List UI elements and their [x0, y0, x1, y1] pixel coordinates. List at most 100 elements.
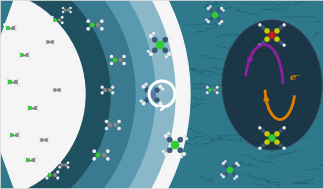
Circle shape	[223, 9, 225, 11]
Circle shape	[56, 171, 59, 173]
Circle shape	[171, 141, 179, 149]
Circle shape	[279, 129, 283, 132]
Circle shape	[178, 137, 183, 142]
Circle shape	[93, 157, 96, 160]
Circle shape	[5, 84, 8, 87]
Circle shape	[108, 123, 112, 127]
Wedge shape	[0, 0, 135, 189]
Circle shape	[62, 11, 64, 13]
Circle shape	[46, 40, 50, 44]
Circle shape	[25, 53, 29, 57]
Circle shape	[220, 174, 223, 176]
Circle shape	[47, 136, 50, 139]
Circle shape	[149, 34, 153, 38]
Circle shape	[87, 27, 90, 30]
Circle shape	[274, 37, 280, 42]
Circle shape	[44, 38, 47, 41]
Circle shape	[119, 58, 122, 62]
Circle shape	[156, 41, 164, 49]
Circle shape	[283, 147, 285, 150]
Circle shape	[216, 91, 218, 94]
Circle shape	[259, 126, 261, 129]
Circle shape	[224, 164, 228, 168]
Circle shape	[106, 150, 110, 153]
Circle shape	[268, 31, 276, 39]
Circle shape	[159, 85, 162, 88]
Circle shape	[3, 23, 6, 26]
Circle shape	[232, 164, 236, 168]
Circle shape	[52, 87, 54, 89]
Circle shape	[60, 91, 63, 94]
Circle shape	[152, 32, 155, 35]
Circle shape	[37, 103, 40, 106]
Circle shape	[274, 140, 280, 145]
Circle shape	[142, 102, 145, 105]
Circle shape	[25, 110, 28, 113]
Circle shape	[274, 131, 280, 136]
Circle shape	[232, 172, 236, 176]
Circle shape	[101, 91, 104, 94]
Circle shape	[18, 51, 20, 53]
Circle shape	[220, 7, 223, 10]
Circle shape	[15, 133, 18, 137]
Circle shape	[17, 77, 21, 80]
Circle shape	[67, 166, 69, 168]
Circle shape	[70, 11, 72, 13]
Circle shape	[57, 88, 61, 92]
Circle shape	[264, 140, 270, 145]
Circle shape	[35, 155, 38, 158]
Circle shape	[118, 127, 121, 130]
Circle shape	[103, 88, 107, 92]
Circle shape	[14, 80, 17, 84]
Circle shape	[64, 163, 67, 167]
Circle shape	[23, 155, 26, 158]
Circle shape	[15, 23, 18, 26]
Circle shape	[56, 177, 59, 179]
Circle shape	[39, 141, 41, 144]
Circle shape	[51, 22, 53, 24]
Circle shape	[219, 22, 221, 25]
Circle shape	[206, 91, 208, 94]
Circle shape	[235, 162, 238, 165]
Circle shape	[216, 86, 218, 88]
Circle shape	[33, 106, 37, 110]
Circle shape	[165, 55, 168, 58]
Circle shape	[206, 86, 208, 88]
Circle shape	[207, 7, 210, 10]
Circle shape	[44, 138, 48, 142]
Circle shape	[283, 126, 285, 129]
Circle shape	[261, 26, 265, 29]
Circle shape	[39, 136, 41, 139]
Circle shape	[259, 23, 261, 26]
Circle shape	[167, 148, 172, 153]
Circle shape	[101, 86, 104, 89]
Circle shape	[185, 137, 188, 140]
Circle shape	[147, 50, 150, 53]
Circle shape	[105, 127, 108, 130]
Circle shape	[152, 48, 157, 53]
Circle shape	[220, 20, 223, 23]
Circle shape	[51, 40, 54, 44]
Circle shape	[87, 20, 90, 23]
Circle shape	[46, 177, 48, 179]
Circle shape	[100, 27, 103, 30]
Circle shape	[11, 26, 15, 30]
Circle shape	[259, 44, 261, 47]
Circle shape	[264, 131, 270, 136]
Circle shape	[163, 37, 168, 42]
Circle shape	[170, 37, 173, 40]
Circle shape	[3, 30, 6, 33]
Circle shape	[118, 120, 121, 123]
Circle shape	[209, 5, 211, 7]
Circle shape	[114, 123, 118, 127]
Circle shape	[155, 88, 159, 92]
Circle shape	[35, 162, 38, 165]
Circle shape	[145, 83, 147, 85]
Circle shape	[8, 80, 12, 84]
Circle shape	[67, 162, 69, 164]
Circle shape	[162, 150, 165, 153]
Circle shape	[62, 7, 64, 9]
Circle shape	[106, 157, 110, 160]
Circle shape	[18, 57, 20, 59]
Circle shape	[167, 132, 170, 135]
